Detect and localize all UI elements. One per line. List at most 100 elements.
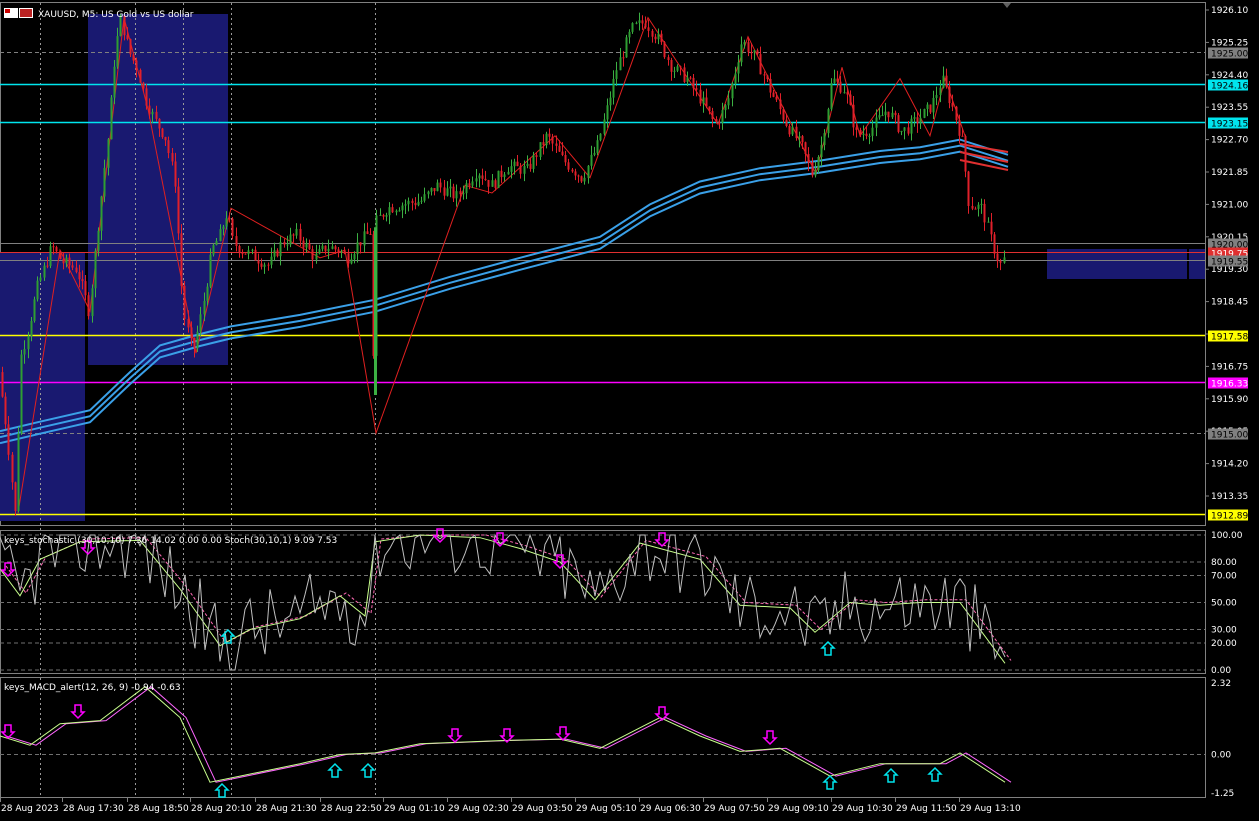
stoch-buy-arrow-icon[interactable] xyxy=(820,640,836,656)
candle-bull[interactable] xyxy=(740,44,743,63)
candle-bear[interactable] xyxy=(68,257,71,266)
candle-bear[interactable] xyxy=(660,33,663,43)
candle-bear[interactable] xyxy=(622,57,625,59)
candle-bear[interactable] xyxy=(689,77,692,79)
candle-bull[interactable] xyxy=(977,204,980,209)
macd-buy-arrow-icon[interactable] xyxy=(822,774,838,790)
candle-bear[interactable] xyxy=(145,88,148,106)
candle-bull[interactable] xyxy=(673,70,676,72)
candle-bear[interactable] xyxy=(382,214,385,217)
candle-bull[interactable] xyxy=(363,231,366,246)
candle-bear[interactable] xyxy=(967,171,970,206)
candle-bear[interactable] xyxy=(359,242,362,246)
candle-bear[interactable] xyxy=(343,251,346,254)
candle-bear[interactable] xyxy=(516,161,519,167)
stochastic-pane[interactable]: 100.00 80.00 70.00 50.00 30.00 20.00 0.00 xyxy=(0,528,1243,676)
candle-bear[interactable] xyxy=(555,143,558,146)
candle-bear[interactable] xyxy=(663,42,666,58)
candle-bear[interactable] xyxy=(302,240,305,248)
candle-bull[interactable] xyxy=(497,170,500,188)
candle-bear[interactable] xyxy=(132,54,135,61)
candle-bear[interactable] xyxy=(78,272,81,280)
candle-bull[interactable] xyxy=(615,70,618,79)
candle-bear[interactable] xyxy=(782,109,785,120)
candle-bear[interactable] xyxy=(692,77,695,89)
candle-bear[interactable] xyxy=(964,136,967,172)
candle-bear[interactable] xyxy=(580,176,583,182)
candle-bull[interactable] xyxy=(199,314,202,332)
candle-bear[interactable] xyxy=(747,42,750,53)
candle-bull[interactable] xyxy=(612,78,615,98)
candle-bull[interactable] xyxy=(398,210,401,212)
candle-bear[interactable] xyxy=(945,75,948,87)
candle-bear[interactable] xyxy=(779,99,782,110)
candle-bear[interactable] xyxy=(974,208,977,210)
candle-bull[interactable] xyxy=(107,139,110,168)
candle-bull[interactable] xyxy=(353,254,356,260)
candle-bull[interactable] xyxy=(513,161,516,167)
candle-bear[interactable] xyxy=(567,162,570,170)
candle-bear[interactable] xyxy=(996,253,999,262)
candle-bull[interactable] xyxy=(395,210,398,213)
candle-bear[interactable] xyxy=(999,261,1002,263)
candle-bull[interactable] xyxy=(407,200,410,205)
candle-bull[interactable] xyxy=(327,248,330,252)
candle-bull[interactable] xyxy=(215,241,218,246)
candle-bear[interactable] xyxy=(241,253,244,255)
candle-bear[interactable] xyxy=(369,233,372,235)
candle-bear[interactable] xyxy=(267,264,270,266)
candle-bull[interactable] xyxy=(39,277,42,281)
candle-bear[interactable] xyxy=(174,161,177,187)
demand-zone-left[interactable] xyxy=(0,253,85,521)
candle-bull[interactable] xyxy=(417,201,420,206)
candle-bear[interactable] xyxy=(7,424,10,455)
candle-bear[interactable] xyxy=(955,106,958,121)
candle-bull[interactable] xyxy=(318,249,321,254)
candle-bull[interactable] xyxy=(913,117,916,119)
zone-right[interactable] xyxy=(1047,249,1187,279)
candle-bear[interactable] xyxy=(577,175,580,177)
candle-bear[interactable] xyxy=(958,120,961,136)
candle-bull[interactable] xyxy=(91,288,94,317)
candle-bear[interactable] xyxy=(548,133,551,137)
candle-bull[interactable] xyxy=(631,23,634,32)
macd-sell-arrow-icon[interactable] xyxy=(555,726,571,742)
macd-buy-arrow-icon[interactable] xyxy=(927,766,943,782)
candle-bull[interactable] xyxy=(151,111,154,115)
candle-bull[interactable] xyxy=(251,249,254,251)
candle-bear[interactable] xyxy=(71,265,74,268)
macd-buy-arrow-icon[interactable] xyxy=(360,762,376,778)
candle-bull[interactable] xyxy=(507,171,510,175)
candle-bull[interactable] xyxy=(65,257,68,264)
candle-bull[interactable] xyxy=(196,331,199,349)
candle-bear[interactable] xyxy=(961,135,964,137)
candle-bear[interactable] xyxy=(487,180,490,187)
candle-bull[interactable] xyxy=(356,242,359,255)
candle-bear[interactable] xyxy=(126,35,129,39)
candle-bull[interactable] xyxy=(471,181,474,186)
candle-bear[interactable] xyxy=(535,155,538,157)
candle-bear[interactable] xyxy=(468,183,471,186)
candle-bear[interactable] xyxy=(804,142,807,154)
candle-bull[interactable] xyxy=(635,22,638,24)
candle-bull[interactable] xyxy=(875,117,878,128)
candle-bull[interactable] xyxy=(20,354,23,434)
macd-sell-arrow-icon[interactable] xyxy=(654,706,670,722)
candle-bull[interactable] xyxy=(449,186,452,189)
macd-buy-arrow-icon[interactable] xyxy=(883,767,899,783)
macd-buy-arrow-icon[interactable] xyxy=(327,762,343,778)
candle-bear[interactable] xyxy=(299,228,302,241)
candle-bear[interactable] xyxy=(807,153,810,163)
candle-bear[interactable] xyxy=(852,104,855,128)
candle-bear[interactable] xyxy=(641,20,644,24)
candle-bull[interactable] xyxy=(331,246,334,249)
candle-bear[interactable] xyxy=(571,169,574,172)
stoch-buy-arrow-icon[interactable] xyxy=(220,628,236,644)
candle-bull[interactable] xyxy=(273,250,276,257)
candle-bear[interactable] xyxy=(907,127,910,134)
candle-bear[interactable] xyxy=(644,23,647,28)
candle-bear[interactable] xyxy=(766,75,769,80)
candle-bear[interactable] xyxy=(135,60,138,71)
stoch-sell-arrow-icon[interactable] xyxy=(492,532,508,548)
